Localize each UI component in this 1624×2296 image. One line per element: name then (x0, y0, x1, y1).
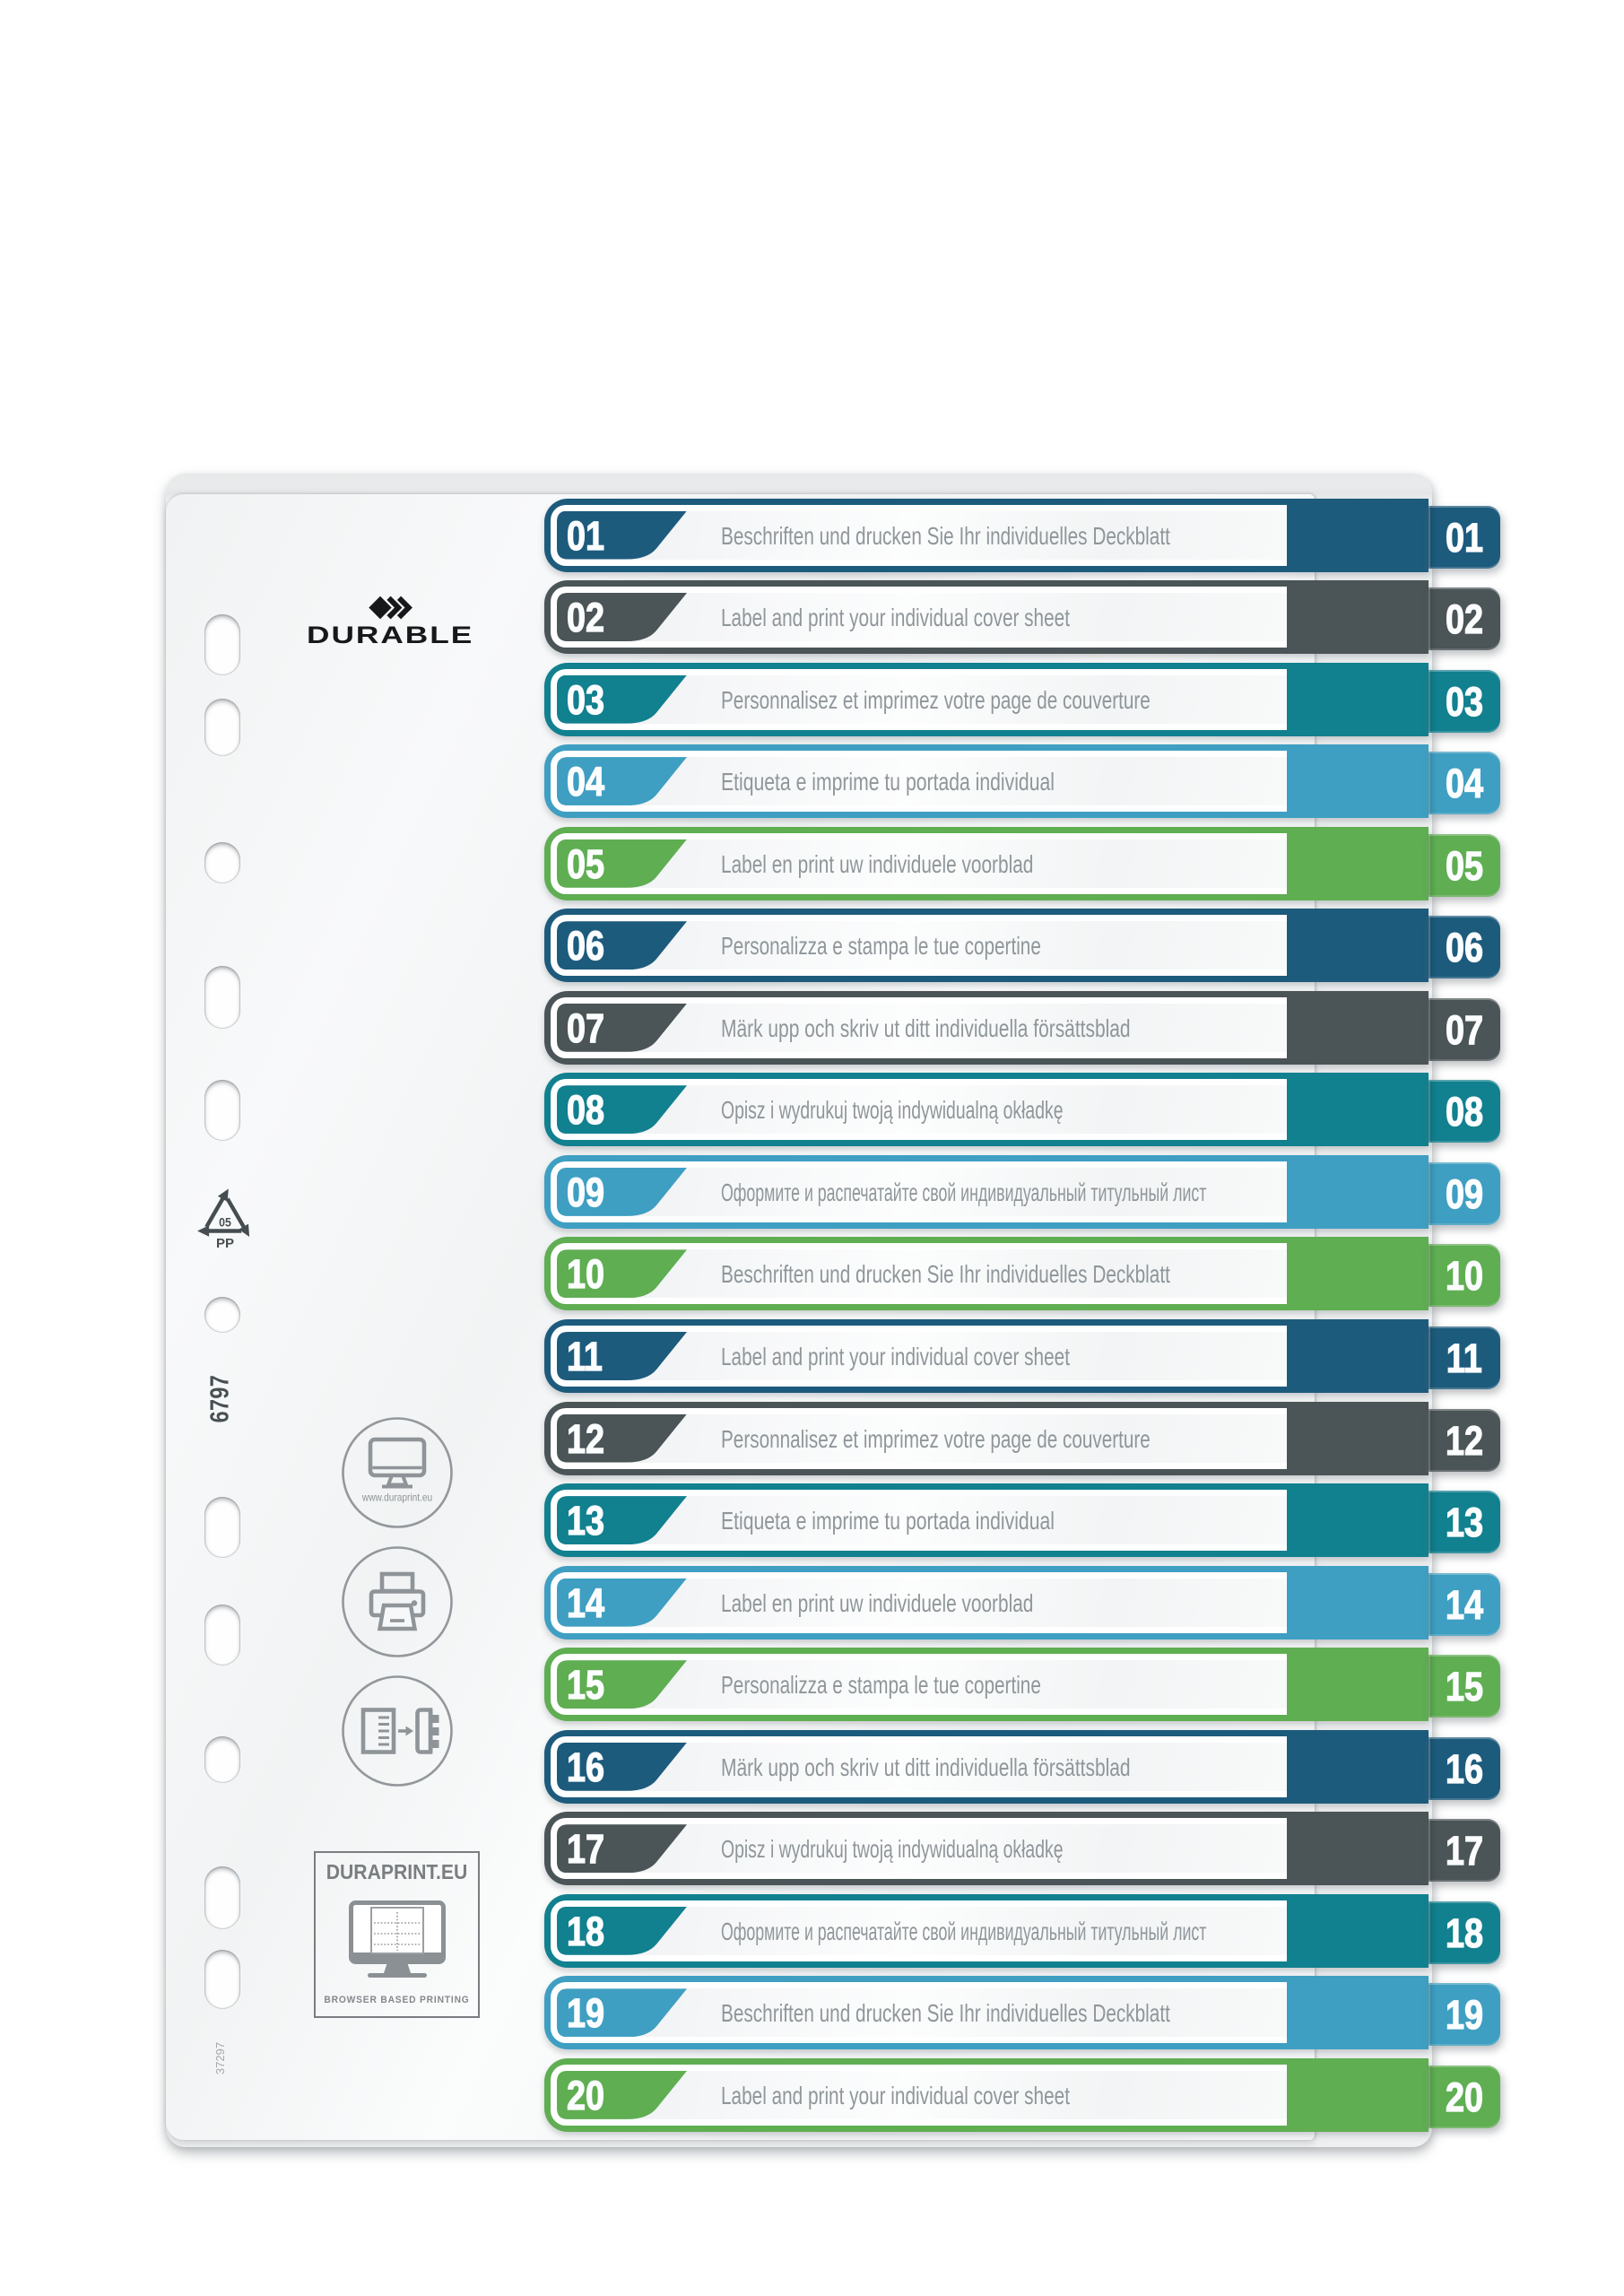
svg-text:www.duraprint.eu: www.duraprint.eu (361, 1492, 432, 1504)
svg-text:05: 05 (219, 1215, 231, 1230)
svg-text:PP: PP (216, 1236, 234, 1251)
